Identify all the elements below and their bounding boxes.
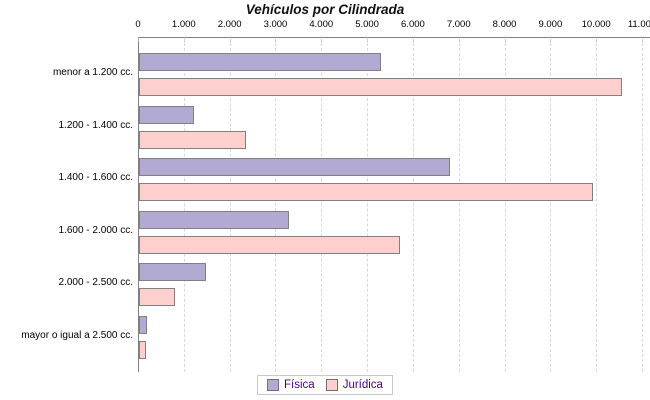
category-label: menor a 1.200 cc. — [52, 67, 133, 78]
legend-swatch — [267, 379, 280, 391]
bar-juridica — [139, 341, 146, 359]
x-tick-mark — [138, 37, 139, 42]
y-axis-line — [138, 37, 139, 372]
bar-fisica — [139, 210, 289, 229]
x-tick-label: 0 — [135, 19, 141, 30]
gridline — [229, 38, 231, 372]
legend-swatch — [325, 379, 338, 391]
bar-juridica — [139, 183, 593, 202]
legend-item: Jurídica — [325, 379, 383, 391]
category-label: mayor o igual a 2.500 cc. — [21, 330, 133, 341]
gridline — [412, 38, 414, 372]
bar-juridica — [139, 130, 247, 149]
gridline — [367, 38, 369, 372]
gridline — [504, 38, 506, 372]
bar-fisica — [139, 158, 450, 177]
bar-juridica — [139, 78, 623, 96]
x-tick-label: 2.000 — [217, 19, 242, 30]
bar-juridica — [139, 235, 401, 254]
bar-fisica — [139, 53, 381, 71]
gridline — [183, 38, 185, 372]
gridline — [275, 38, 277, 372]
gridline — [321, 38, 323, 372]
chart-title: Vehículos por Cilindrada — [245, 2, 405, 17]
x-tick-label: 5.000 — [355, 19, 379, 30]
legend-label: Jurídica — [342, 379, 383, 391]
x-tick-label: 9.000 — [538, 19, 563, 30]
category-label: 1.200 - 1.400 cc. — [58, 119, 134, 131]
category-label: 1.600 - 2.000 cc. — [58, 224, 134, 236]
x-tick-label: 1.000 — [171, 19, 196, 30]
bar-fisica — [139, 263, 207, 282]
gridline — [550, 38, 552, 372]
bar-juridica — [139, 288, 176, 307]
bar-fisica — [139, 105, 194, 124]
x-axis-line — [138, 37, 650, 38]
gridline — [642, 38, 643, 372]
legend-item: Física — [267, 379, 315, 391]
x-tick-label: 11.000 — [627, 19, 650, 30]
category-label: 2.000 - 2.500 cc. — [58, 277, 134, 289]
gridline — [458, 38, 460, 372]
x-tick-label: 3.000 — [263, 19, 288, 30]
x-tick-label: 7.000 — [446, 19, 471, 30]
x-tick-label: 10.000 — [581, 19, 611, 30]
bar-fisica — [139, 316, 147, 334]
x-tick-label: 6.000 — [401, 19, 425, 30]
x-tick-label: 4.000 — [309, 19, 334, 30]
legend-label: Física — [284, 379, 315, 391]
category-label: 1.400 - 1.600 cc. — [58, 172, 134, 184]
legend: Física Jurídica — [257, 375, 393, 395]
x-tick-label: 8.000 — [492, 19, 517, 30]
gridline — [596, 38, 598, 372]
